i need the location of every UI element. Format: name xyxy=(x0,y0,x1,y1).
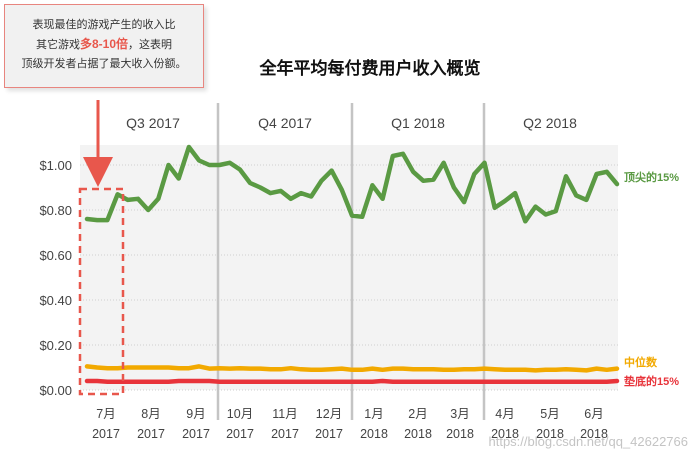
quarter-label: Q2 2018 xyxy=(523,115,577,131)
y-tick-label: $0.00 xyxy=(39,383,72,398)
x-tick-year: 2018 xyxy=(536,427,564,441)
callout-line-1: 表现最佳的游戏产生的收入比 xyxy=(32,19,176,31)
x-tick-year: 2018 xyxy=(404,427,432,441)
x-tick-month: 5月 xyxy=(540,407,559,421)
x-tick-month: 12月 xyxy=(316,407,342,421)
x-tick-year: 2018 xyxy=(360,427,388,441)
series-label: 垫底的15% xyxy=(624,374,679,388)
x-tick-month: 9月 xyxy=(186,407,205,421)
series-line xyxy=(84,378,620,384)
x-tick-month: 6月 xyxy=(584,407,603,421)
x-tick-month: 4月 xyxy=(495,407,514,421)
chart-title: 全年平均每付费用户收入概览 xyxy=(259,59,481,78)
callout-line-2: 其它游戏多8-10倍，这表明 xyxy=(5,35,203,55)
x-tick-year: 2018 xyxy=(446,427,474,441)
plot-background xyxy=(80,145,618,390)
x-tick-year: 2017 xyxy=(271,427,299,441)
highlight-box xyxy=(78,187,125,396)
x-tick-year: 2018 xyxy=(580,427,608,441)
x-tick-month: 3月 xyxy=(450,407,469,421)
callout-line-2-post: ，这表明 xyxy=(128,39,173,51)
y-tick-label: $0.80 xyxy=(39,203,72,218)
x-tick-year: 2017 xyxy=(182,427,210,441)
x-tick-year: 2017 xyxy=(137,427,165,441)
x-tick-year: 2017 xyxy=(92,427,120,441)
y-tick-label: $0.20 xyxy=(39,338,72,353)
x-tick-month: 7月 xyxy=(96,407,115,421)
series-line xyxy=(84,144,620,224)
y-tick-label: $1.00 xyxy=(39,158,72,173)
x-tick-year: 2018 xyxy=(491,427,519,441)
callout-line-2-pre: 其它游戏 xyxy=(35,39,80,51)
x-tick-month: 10月 xyxy=(227,407,253,421)
quarter-label: Q1 2018 xyxy=(391,115,445,131)
x-tick-month: 2月 xyxy=(408,407,427,421)
callout-highlight: 多8-10倍 xyxy=(79,37,129,51)
x-tick-month: 11月 xyxy=(272,407,297,421)
quarter-label: Q4 2017 xyxy=(258,115,312,131)
series-label: 中位数 xyxy=(624,355,658,369)
y-tick-label: $0.60 xyxy=(39,248,72,263)
x-tick-year: 2017 xyxy=(226,427,254,441)
callout-line-3: 顶级开发者占据了最大收入份额。 xyxy=(21,58,187,70)
x-tick-month: 8月 xyxy=(141,407,160,421)
insight-callout: 表现最佳的游戏产生的收入比 其它游戏多8-10倍，这表明 顶级开发者占据了最大收… xyxy=(4,4,204,88)
series-label: 顶尖的15% xyxy=(624,170,679,184)
x-tick-year: 2017 xyxy=(315,427,343,441)
y-tick-label: $0.40 xyxy=(39,293,72,308)
watermark: https://blog.csdn.net/qq_42622766 xyxy=(489,434,689,449)
quarter-label: Q3 2017 xyxy=(126,115,180,131)
series-line xyxy=(84,364,620,373)
x-tick-month: 1月 xyxy=(364,407,383,421)
